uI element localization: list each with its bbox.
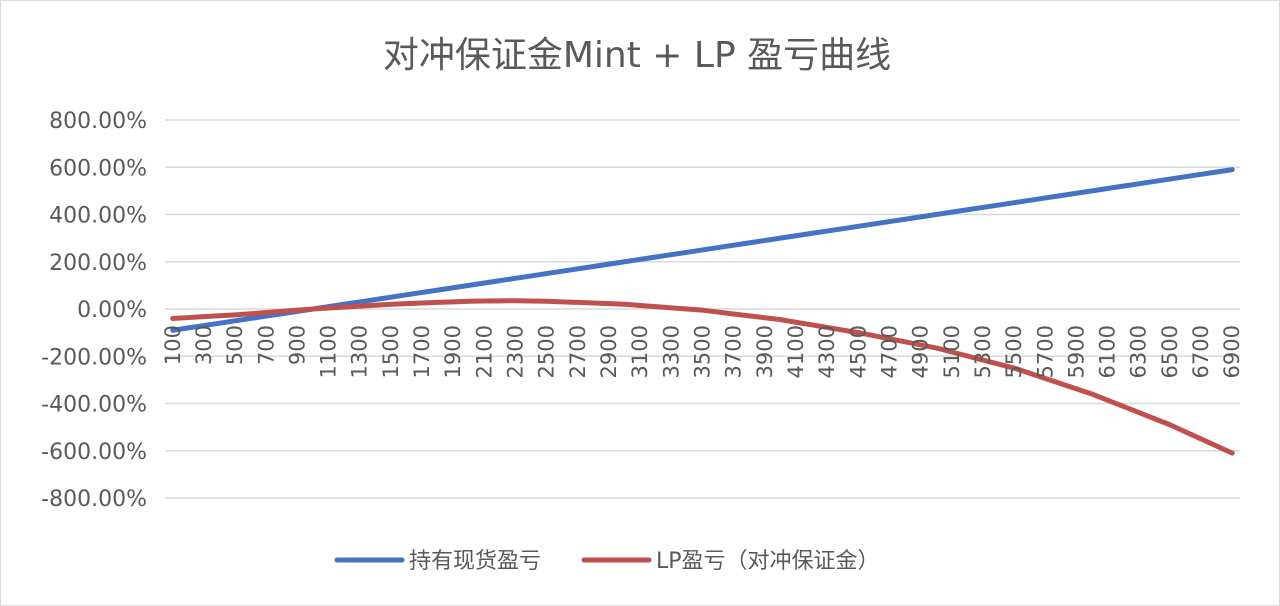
x-tick-label: 3100	[628, 325, 652, 378]
legend-label: LP盈亏（对冲保证金）	[656, 549, 880, 574]
x-tick-label: 4900	[909, 325, 933, 378]
legend: 持有现货盈亏 LP盈亏（对冲保证金）	[334, 549, 880, 574]
x-tick-label: 1900	[441, 325, 465, 378]
y-tick-label: 400.00%	[49, 204, 147, 229]
y-tick-label: 200.00%	[49, 251, 147, 276]
x-tick-label: 5100	[940, 325, 964, 378]
series-line-2	[170, 298, 1235, 456]
x-tick-label: 3300	[659, 325, 683, 378]
x-tick-label: 4700	[877, 325, 901, 378]
x-tick-label: 4300	[815, 325, 839, 378]
x-tick-label: 4100	[784, 325, 808, 378]
y-tick-label: -400.00%	[41, 393, 147, 418]
x-tick-label: 2100	[472, 325, 496, 378]
x-axis-tick-labels: 100 300 500 700 900 1100 1300 1500 1700 1900 2100 2…	[161, 325, 1244, 378]
series-lines	[170, 167, 1235, 456]
x-tick-label: 3500	[691, 325, 715, 378]
x-tick-label: 2700	[566, 325, 590, 378]
x-tick-label: 6100	[1096, 325, 1120, 378]
x-tick-label: 6700	[1189, 325, 1213, 378]
x-tick-label: 6500	[1158, 325, 1182, 378]
x-tick-label: 2900	[597, 325, 621, 378]
y-tick-label: 0.00%	[77, 298, 147, 323]
x-tick-label: 3700	[722, 325, 746, 378]
x-tick-label: 900	[285, 325, 309, 365]
x-tick-label: 6300	[1127, 325, 1151, 378]
y-tick-label: 800.00%	[49, 109, 147, 134]
y-tick-label: -200.00%	[41, 345, 147, 370]
y-tick-label: -800.00%	[41, 487, 147, 512]
x-tick-label: 100	[161, 325, 185, 365]
x-tick-label: 1500	[379, 325, 403, 378]
x-tick-label: 2500	[535, 325, 559, 378]
x-tick-label: 5700	[1033, 325, 1057, 378]
x-tick-label: 5300	[971, 325, 995, 378]
y-axis-tick-labels: 800.00% 600.00% 400.00% 200.00% 0.00% -200.00…	[41, 109, 147, 512]
x-tick-label: 1300	[348, 325, 372, 378]
x-tick-label: 2300	[504, 325, 528, 378]
x-tick-label: 5900	[1064, 325, 1088, 378]
chart-title: 对冲保证金Mint + LP 盈亏曲线	[383, 35, 891, 76]
legend-label: 持有现货盈亏	[409, 549, 541, 574]
series-line-1	[170, 167, 1235, 333]
grid-lines	[165, 119, 1240, 499]
x-tick-label: 5500	[1002, 325, 1026, 378]
x-tick-label: 300	[192, 325, 216, 365]
y-tick-label: 600.00%	[49, 156, 147, 181]
x-tick-label: 1100	[317, 325, 341, 378]
x-tick-label: 4500	[846, 325, 870, 378]
x-tick-label: 6900	[1220, 325, 1244, 378]
x-tick-label: 500	[223, 325, 247, 365]
x-tick-label: 1700	[410, 325, 434, 378]
x-tick-label: 700	[254, 325, 278, 365]
x-tick-label: 3900	[753, 325, 777, 378]
y-tick-label: -600.00%	[41, 440, 147, 465]
